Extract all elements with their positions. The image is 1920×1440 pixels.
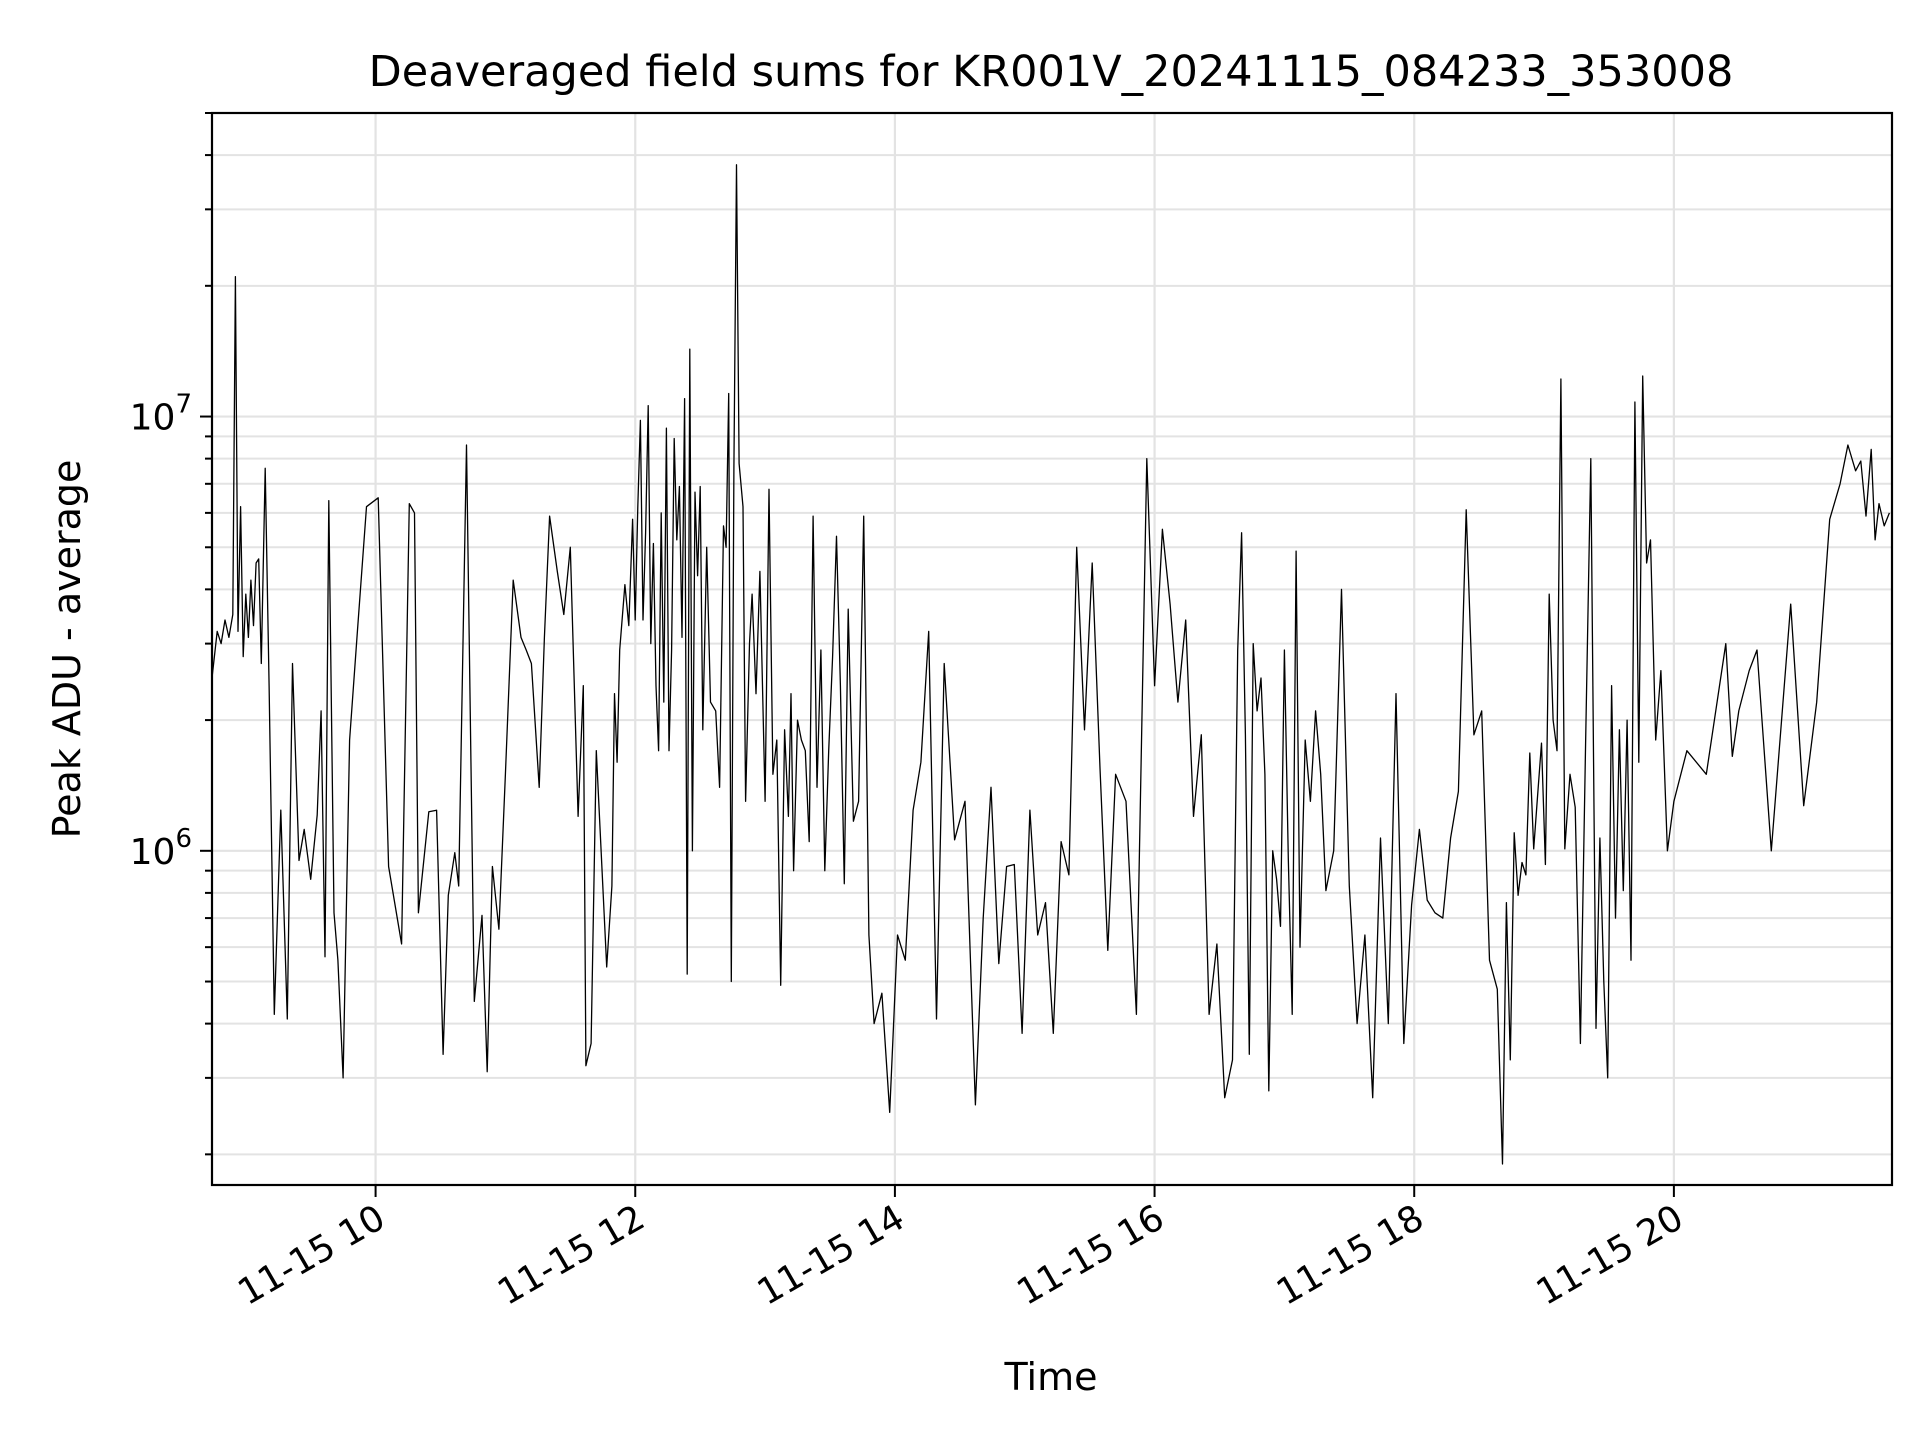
plot-frame: [210, 111, 1894, 1187]
chart-title: Deaveraged field sums for KR001V_2024111…: [369, 47, 1734, 97]
x-tick-label: 11-15 20: [1530, 1197, 1691, 1313]
y-axis-label: Peak ADU - average: [45, 460, 89, 839]
series-line: [211, 164, 1891, 1165]
x-tick-label: 11-15 16: [1010, 1197, 1171, 1313]
x-tick-label: 11-15 18: [1270, 1197, 1431, 1313]
series-group: [211, 164, 1891, 1165]
x-axis: 11-15 10 11-15 12 11-15 14 11-15 16 11-15 18…: [231, 1185, 1690, 1314]
x-tick-label: 11-15 12: [491, 1197, 652, 1313]
y-tick-label: 106: [130, 824, 192, 873]
y-tick-label-base: 10: [130, 832, 176, 873]
y-tick-label: 107: [130, 390, 192, 439]
y-tick-label-exponent: 6: [175, 824, 192, 854]
y-tick-label-exponent: 7: [175, 390, 192, 420]
x-tick-label: 11-15 10: [231, 1197, 392, 1313]
x-axis-label: Time: [1004, 1355, 1098, 1399]
x-tick-label: 11-15 14: [751, 1197, 912, 1313]
y-tick-label-base: 10: [130, 398, 176, 439]
